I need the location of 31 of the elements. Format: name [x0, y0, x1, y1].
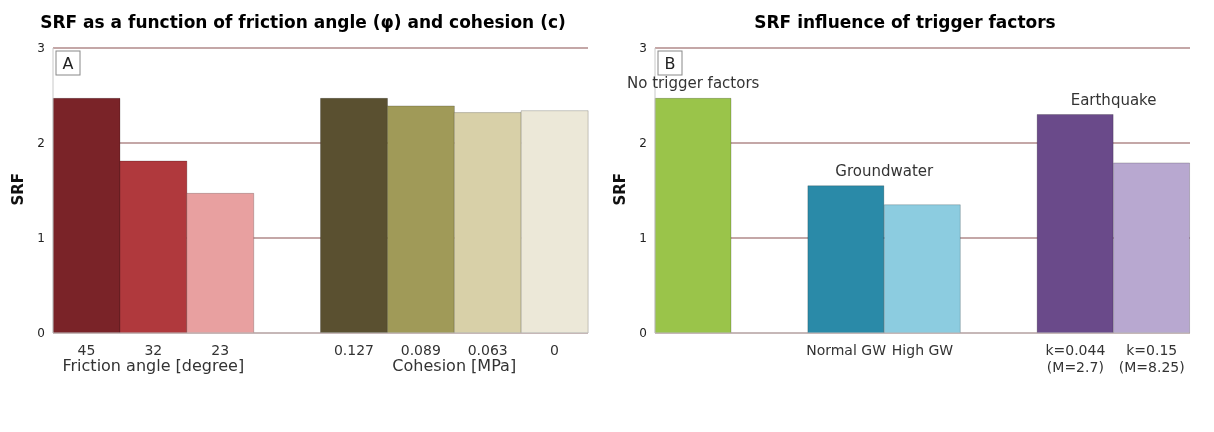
y-tick-label: 3 [37, 41, 45, 56]
x-tick-label: Normal GW [806, 342, 887, 358]
x-tick-label: 32 [144, 342, 163, 358]
annotation: No trigger factors [627, 74, 760, 93]
text: Friction angle [degree] [62, 356, 245, 375]
chart-title: SRF influence of trigger factors [753, 12, 1057, 32]
y-tick-label: 1 [639, 231, 647, 246]
x-tick-label: k=0.044 (M=2.7) [1045, 342, 1106, 375]
y-tick-label: 0 [639, 326, 647, 341]
y-axis-title: SRF [9, 172, 28, 206]
y-tick-label: 2 [37, 136, 45, 151]
x-tick-label: 0.127 [333, 342, 374, 358]
annotation: B [664, 54, 676, 73]
y-axis-title: SRF [611, 172, 630, 206]
annotation: Groundwater [835, 161, 935, 180]
x-tick-label: 0.089 [400, 342, 441, 358]
annotation: Earthquake [1070, 90, 1157, 109]
x-tick-label: 0 [550, 342, 560, 358]
x-tick-label: 45 [77, 342, 96, 358]
y-tick-label: 3 [639, 41, 647, 56]
x-tick-label: k=0.15 (M=8.25) [1118, 342, 1185, 375]
x-tick-label: High GW [891, 342, 954, 358]
y-tick-label: 2 [639, 136, 647, 151]
bar [654, 97, 732, 333]
y-tick-label: 1 [37, 231, 45, 246]
x-tick-label: 23 [211, 342, 230, 358]
y-tick-label: 0 [37, 326, 45, 341]
annotation: A [62, 54, 74, 73]
text: Cohesion [MPa] [392, 356, 517, 375]
x-tick-label: 0.063 [467, 342, 508, 358]
chart-title: SRF as a function of friction angle (φ) and cohesion (c) [39, 12, 567, 32]
